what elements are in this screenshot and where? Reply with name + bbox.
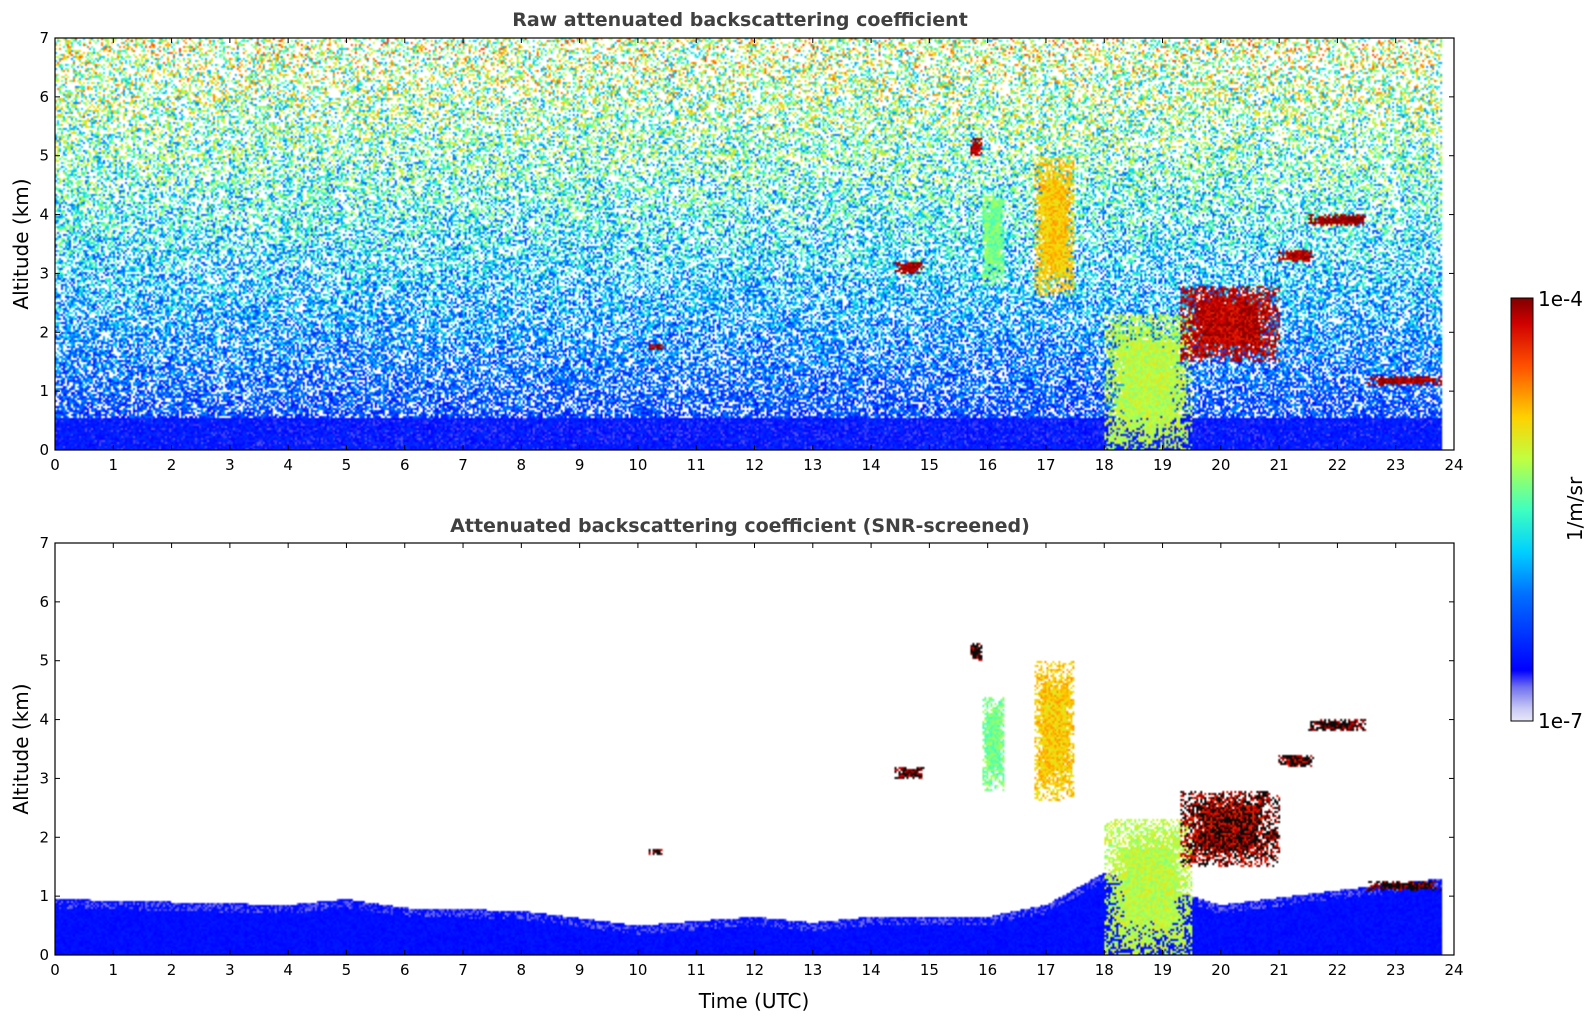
y-tick-label-screened-6: 6 [39,593,49,611]
y-tick-label-raw-7: 7 [39,29,49,47]
x-tick-label-raw-13: 13 [803,456,822,474]
x-tick-label-screened-21: 21 [1270,961,1289,979]
chart-title-raw: Raw attenuated backscattering coefficien… [512,9,968,31]
colorbar-label: 1/m/sr [1563,476,1587,541]
x-tick-label-raw-21: 21 [1270,456,1289,474]
y-tick-label-screened-7: 7 [39,534,49,552]
x-tick-label-raw-5: 5 [342,456,352,474]
chart-title-screened: Attenuated backscattering coefficient (S… [450,515,1030,537]
x-tick-label-screened-18: 18 [1095,961,1114,979]
y-tick-label-raw-5: 5 [39,147,49,165]
panel-raw: Raw attenuated backscattering coefficien… [9,9,1464,474]
y-tick-label-screened-2: 2 [39,828,49,846]
x-tick-label-raw-4: 4 [283,456,293,474]
x-tick-label-raw-0: 0 [50,456,60,474]
colorbar-gradient [1510,297,1534,722]
x-tick-label-raw-23: 23 [1386,456,1405,474]
y-tick-label-screened-4: 4 [39,711,49,729]
x-tick-label-raw-17: 17 [1036,456,1055,474]
x-tick-label-screened-3: 3 [225,961,235,979]
colorbar-max-label: 1e-4 [1538,287,1583,311]
x-tick-label-raw-6: 6 [400,456,410,474]
y-tick-label-raw-4: 4 [39,206,49,224]
x-tick-label-raw-19: 19 [1153,456,1172,474]
x-tick-label-screened-9: 9 [575,961,585,979]
x-tick-label-screened-0: 0 [50,961,60,979]
x-tick-label-raw-24: 24 [1444,456,1463,474]
x-tick-label-screened-19: 19 [1153,961,1172,979]
x-tick-label-raw-15: 15 [920,456,939,474]
x-tick-label-raw-10: 10 [628,456,647,474]
heatmap-screened [55,543,1454,955]
x-tick-label-raw-20: 20 [1211,456,1230,474]
y-tick-label-raw-0: 0 [39,441,49,459]
colorbar: 1e-4 1e-7 1/m/sr [1510,287,1587,733]
x-tick-label-screened-15: 15 [920,961,939,979]
x-tick-label-screened-4: 4 [283,961,293,979]
x-tick-label-screened-14: 14 [862,961,881,979]
y-tick-label-raw-6: 6 [39,88,49,106]
x-tick-label-screened-23: 23 [1386,961,1405,979]
y-tick-label-screened-3: 3 [39,769,49,787]
x-tick-label-screened-7: 7 [458,961,468,979]
y-axis-label-screened: Altitude (km) [9,683,33,814]
x-tick-label-raw-8: 8 [517,456,527,474]
x-tick-label-screened-10: 10 [628,961,647,979]
y-tick-label-screened-1: 1 [39,887,49,905]
x-tick-label-screened-13: 13 [803,961,822,979]
ticks-raw: 0 1 2 3 4 5 6 7 8 9 10 11 12 13 14 15 16 17 18 19 20 21 22 23 24… [39,29,1463,474]
x-tick-label-raw-7: 7 [458,456,468,474]
x-tick-label-screened-16: 16 [978,961,997,979]
x-tick-label-screened-11: 11 [687,961,706,979]
panel-screened: Attenuated backscattering coefficient (S… [9,515,1464,1013]
x-tick-label-screened-1: 1 [109,961,119,979]
x-tick-label-screened-24: 24 [1444,961,1463,979]
x-axis-label: Time (UTC) [698,989,810,1013]
x-tick-label-raw-22: 22 [1328,456,1347,474]
colorbar-min-label: 1e-7 [1538,709,1583,733]
y-tick-label-raw-3: 3 [39,264,49,282]
y-tick-label-screened-5: 5 [39,652,49,670]
y-axis-label-raw: Altitude (km) [9,178,33,309]
x-tick-label-raw-3: 3 [225,456,235,474]
x-tick-label-screened-2: 2 [167,961,177,979]
heatmap-raw [55,38,1454,450]
x-tick-label-screened-5: 5 [342,961,352,979]
x-tick-label-raw-2: 2 [167,456,177,474]
x-tick-label-raw-12: 12 [745,456,764,474]
x-tick-label-raw-1: 1 [109,456,119,474]
x-tick-label-raw-9: 9 [575,456,585,474]
x-tick-label-screened-12: 12 [745,961,764,979]
x-tick-label-screened-6: 6 [400,961,410,979]
x-tick-label-raw-14: 14 [862,456,881,474]
x-tick-label-raw-18: 18 [1095,456,1114,474]
y-tick-label-raw-2: 2 [39,323,49,341]
x-tick-label-screened-17: 17 [1036,961,1055,979]
ticks-screened: 0 1 2 3 4 5 6 7 8 9 10 11 12 13 14 15 16 17 18 19 20 21 22 23 24… [39,534,1463,979]
x-tick-label-screened-20: 20 [1211,961,1230,979]
x-tick-label-screened-22: 22 [1328,961,1347,979]
y-tick-label-raw-1: 1 [39,382,49,400]
x-tick-label-screened-8: 8 [517,961,527,979]
y-tick-label-screened-0: 0 [39,946,49,964]
x-tick-label-raw-16: 16 [978,456,997,474]
x-tick-label-raw-11: 11 [687,456,706,474]
